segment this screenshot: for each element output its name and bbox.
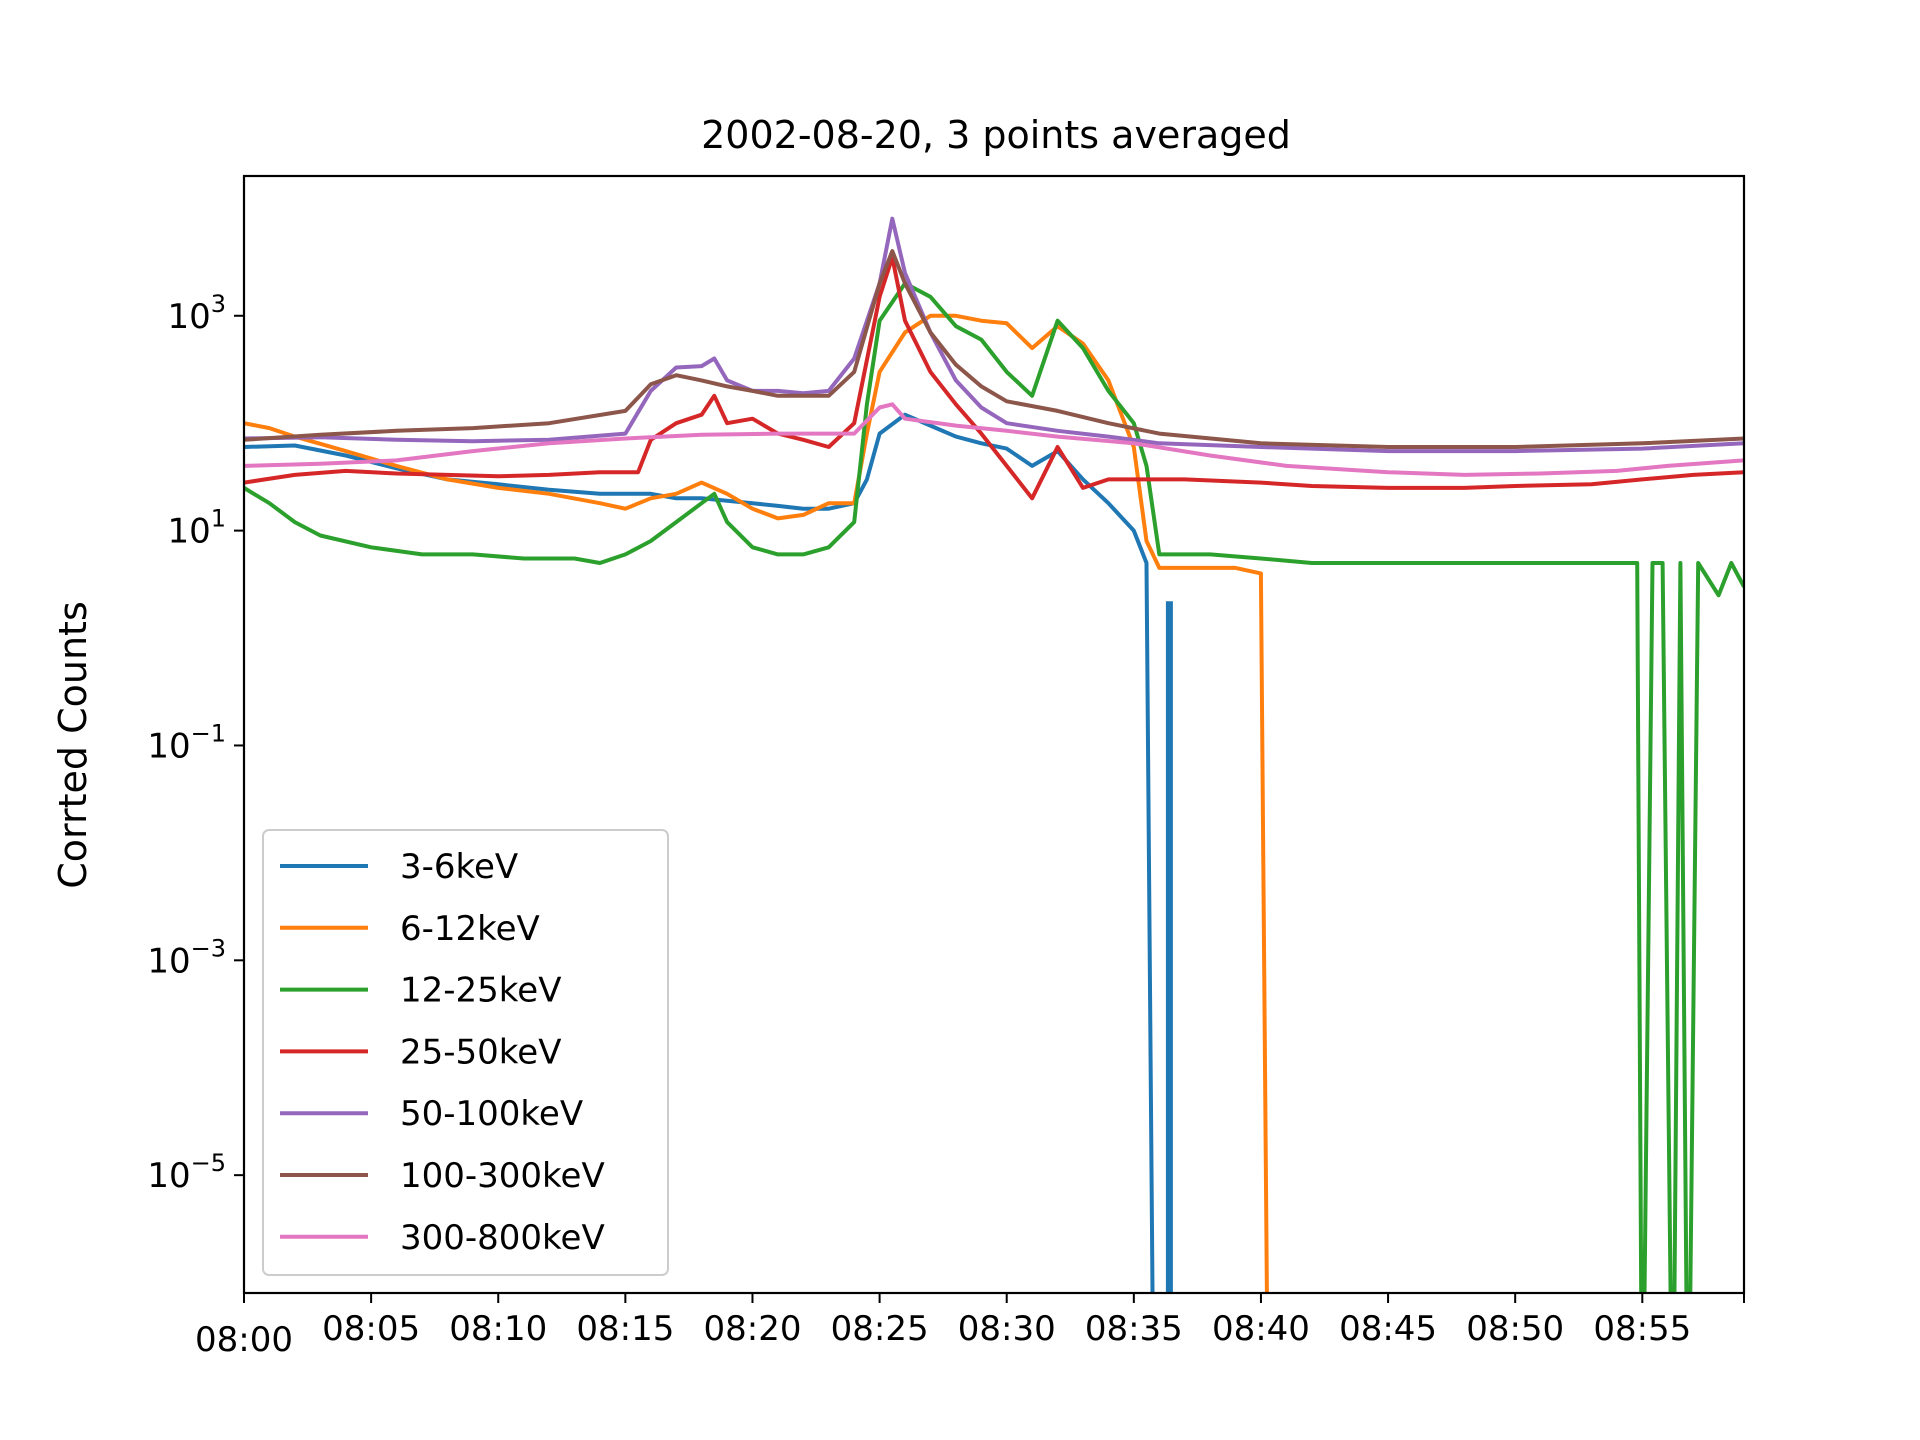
chart-title: 2002-08-20, 3 points averaged [701, 113, 1291, 157]
y-tick-exponent: 3 [211, 290, 226, 318]
y-tick-label: 103 [167, 290, 226, 337]
x-tick-label: 08:35 [1085, 1309, 1183, 1349]
y-axis-label: Corrted Counts [51, 601, 95, 889]
y-tick-exponent: 1 [211, 505, 226, 533]
y-tick-base: 10 [167, 512, 210, 552]
legend: 3-6keV 6-12keV 12-25keV 25-50keV 50-100keV 10… [262, 829, 669, 1276]
x-tick-label: 08:25 [831, 1309, 929, 1349]
series-layer [244, 216, 1744, 1293]
y-tick-base: 10 [147, 726, 190, 766]
legend-label: 3-6keV [400, 847, 518, 887]
x-tick-label: 08:00 [195, 1320, 293, 1360]
y-tick-exponent: −5 [191, 1149, 226, 1177]
x-tick-label: 08:55 [1593, 1309, 1691, 1349]
y-tick-exponent: −3 [191, 934, 226, 962]
x-tick-label: 08:15 [576, 1309, 674, 1349]
y-tick-base: 10 [147, 1156, 190, 1196]
legend-label: 12-25keV [400, 971, 561, 1011]
y-tick-label: 10−5 [147, 1149, 226, 1196]
x-tick-label: 08:05 [322, 1309, 420, 1349]
legend-label: 50-100keV [400, 1094, 583, 1134]
plot-frame [242, 174, 1746, 1295]
series-line-25-50keV [244, 255, 1744, 501]
x-axis-ticks: 08:00 08:05 08:10 08:15 08:20 08:25 08:30 08:35… [195, 1293, 1745, 1360]
x-tick-label: 08:20 [703, 1309, 801, 1349]
legend-box [262, 829, 669, 1276]
y-tick-exponent: −1 [191, 719, 226, 747]
legend-label: 25-50keV [400, 1032, 561, 1072]
y-tick-base: 10 [147, 941, 190, 981]
y-tick-label: 10−1 [147, 719, 226, 766]
legend-label: 6-12keV [400, 909, 540, 949]
y-tick-base: 10 [167, 297, 210, 337]
x-tick-label: 08:45 [1339, 1309, 1437, 1349]
series-line-12-25keV [244, 281, 1744, 1293]
y-tick-label: 101 [167, 505, 226, 552]
legend-label: 100-300keV [400, 1156, 605, 1196]
series-line-100-300keV [244, 249, 1744, 449]
series-line-300-800keV [244, 402, 1744, 477]
y-tick-label: 10−3 [147, 934, 226, 981]
x-tick-label: 08:10 [449, 1309, 547, 1349]
series-line-50-100keV [244, 216, 1744, 454]
x-tick-label: 08:40 [1212, 1309, 1310, 1349]
x-tick-label: 08:30 [958, 1309, 1056, 1349]
legend-label: 300-800keV [400, 1218, 605, 1258]
series-line-6-12keV [244, 313, 1269, 1293]
x-tick-label: 08:50 [1466, 1309, 1564, 1349]
